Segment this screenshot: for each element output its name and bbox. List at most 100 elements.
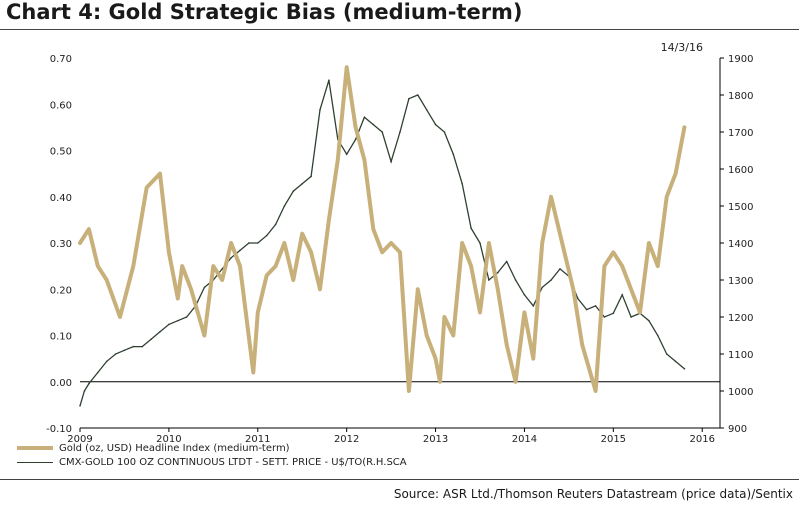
y-right-tick-label: 1300 — [728, 276, 753, 287]
data-point-gold-price — [514, 279, 517, 281]
data-point-gold-price — [239, 249, 241, 252]
data-point-headline-index — [487, 241, 491, 245]
data-point-headline-index — [327, 218, 331, 222]
data-point-headline-index — [541, 241, 544, 245]
data-point-headline-index — [238, 264, 242, 268]
data-point-headline-index — [638, 311, 642, 314]
data-point-gold-price — [363, 116, 366, 118]
y-left-tick-label: -0.10 — [46, 424, 72, 435]
data-point-gold-price — [559, 268, 561, 270]
data-point-gold-price — [479, 242, 481, 244]
data-point-headline-index — [452, 334, 455, 337]
y-left-tick-label: 0.20 — [50, 285, 72, 296]
data-point-gold-price — [185, 316, 188, 318]
data-point-gold-price — [390, 160, 392, 163]
data-point-headline-index — [132, 264, 135, 268]
data-point-gold-price — [168, 323, 170, 326]
data-point-headline-index — [461, 241, 464, 245]
y-left-tick-label: 0.50 — [50, 147, 72, 158]
footer-rule — [0, 479, 799, 480]
data-point-gold-price — [248, 242, 250, 244]
y-left-tick-label: 0.10 — [50, 332, 72, 343]
x-tick-label: 2014 — [512, 434, 537, 445]
data-point-headline-index — [389, 241, 393, 245]
data-point-headline-index — [336, 158, 339, 161]
data-point-headline-index — [301, 232, 304, 235]
data-point-gold-price — [176, 319, 179, 322]
data-point-gold-price — [83, 390, 86, 392]
data-point-headline-index — [407, 389, 411, 393]
data-point-gold-price — [550, 279, 552, 281]
data-point-gold-price — [470, 227, 472, 229]
data-point-headline-index — [363, 158, 366, 161]
data-point-headline-index — [167, 251, 171, 254]
y-right-tick-label: 1600 — [728, 165, 753, 176]
data-point-gold-price — [105, 360, 108, 363]
data-point-gold-price — [123, 349, 126, 352]
y-right-tick-label: 1700 — [728, 128, 753, 139]
data-point-gold-price — [461, 183, 464, 185]
data-point-gold-price — [159, 331, 161, 333]
data-point-headline-index — [252, 371, 255, 374]
data-point-headline-index — [181, 264, 184, 268]
data-point-headline-index — [514, 380, 517, 383]
data-point-headline-index — [398, 251, 402, 254]
data-point-headline-index — [212, 264, 215, 268]
data-point-headline-index — [345, 66, 348, 69]
data-point-gold-price — [283, 205, 286, 207]
data-point-gold-price — [496, 271, 499, 274]
data-point-headline-index — [549, 195, 553, 198]
legend: Gold (oz, USD) Headline Index (medium-te… — [17, 441, 407, 469]
data-point-headline-index — [265, 274, 268, 277]
data-point-headline-index — [603, 264, 606, 268]
data-point-headline-index — [203, 334, 206, 337]
data-point-gold-price — [523, 294, 526, 296]
source-note: Source: ASR Ltd./Thomson Reuters Datastr… — [393, 487, 793, 501]
data-point-headline-index — [656, 264, 659, 268]
data-point-gold-price — [576, 297, 579, 300]
data-point-headline-index — [665, 195, 668, 198]
data-point-headline-index — [96, 264, 99, 268]
data-point-headline-index — [594, 389, 597, 393]
data-point-gold-price — [132, 345, 135, 348]
legend-entry-index: Gold (oz, USD) Headline Index (medium-te… — [17, 441, 407, 455]
data-point-headline-index — [438, 380, 442, 383]
data-point-gold-price — [230, 257, 232, 259]
x-tick-label: 2011 — [245, 434, 270, 445]
data-point-gold-price — [594, 305, 597, 307]
data-point-headline-index — [425, 334, 428, 337]
data-point-gold-price — [354, 138, 357, 141]
legend-swatch-index — [17, 446, 53, 450]
x-tick-label: 2016 — [689, 434, 714, 445]
y-right-tick-label: 900 — [728, 424, 747, 435]
data-point-gold-price — [656, 334, 659, 337]
y-right-tick-label: 1800 — [728, 91, 753, 102]
data-point-gold-price — [310, 175, 312, 178]
x-tick-label: 2012 — [334, 434, 359, 445]
data-point-gold-price — [505, 260, 508, 263]
series-line-headline-index — [78, 65, 687, 393]
data-point-gold-price — [541, 286, 544, 289]
data-point-headline-index — [505, 343, 508, 346]
data-point-headline-index — [78, 241, 82, 245]
data-point-headline-index — [256, 311, 259, 314]
data-point-headline-index — [523, 311, 526, 314]
legend-label-price: CMX-GOLD 100 OZ CONTINUOUS LTDT - SETT. … — [59, 456, 407, 468]
data-point-gold-price — [345, 153, 348, 155]
y-right-tick-label: 1900 — [728, 54, 753, 65]
data-point-headline-index — [176, 297, 179, 300]
data-point-gold-price — [434, 123, 437, 126]
data-point-gold-price — [301, 183, 304, 185]
y-right-tick-label: 1000 — [728, 387, 753, 398]
data-point-gold-price — [408, 97, 410, 100]
data-point-headline-index — [309, 251, 313, 254]
data-point-gold-price — [603, 316, 606, 318]
y-right-tick-label: 1100 — [728, 350, 753, 361]
data-point-gold-price — [203, 286, 206, 289]
data-point-headline-index — [189, 288, 193, 291]
x-tick-label: 2010 — [156, 434, 181, 445]
data-point-headline-index — [118, 315, 122, 319]
data-point-headline-index — [145, 186, 148, 189]
data-point-gold-price — [114, 353, 117, 355]
